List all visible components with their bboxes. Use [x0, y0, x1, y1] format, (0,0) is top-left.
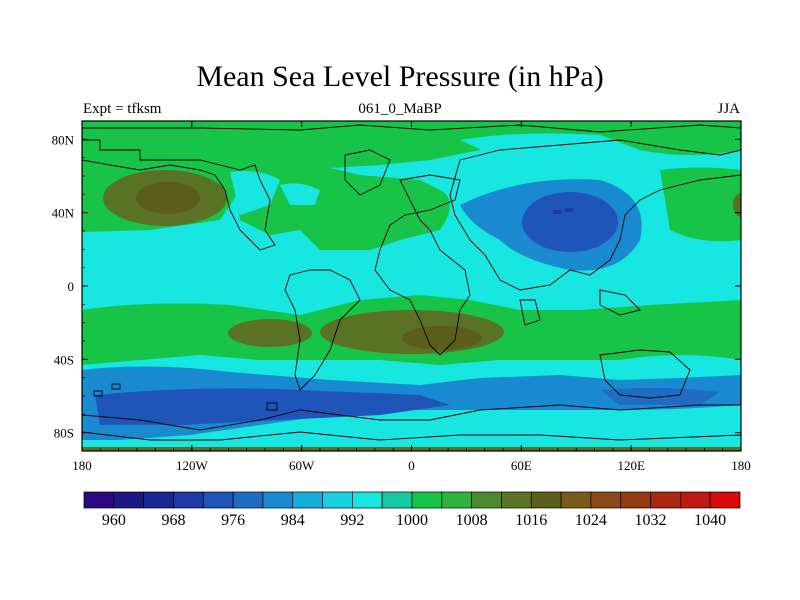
colorbar-swatch — [352, 491, 383, 509]
colorbar-label: 968 — [161, 512, 185, 529]
colorbar-swatch — [680, 491, 711, 509]
field-cyan-namerica — [230, 171, 280, 215]
y-tick-label: 80N — [52, 132, 75, 147]
y-tick-label: 80S — [54, 426, 74, 441]
experiment-label: Expt = tfksm — [83, 101, 162, 117]
x-tick-label: 60W — [289, 458, 315, 473]
colorbar: 960 968 976 984 992 1000 1008 1016 1024 1032 1040 — [83, 491, 741, 529]
field-high-southpacific — [228, 319, 312, 347]
colorbar-label: 992 — [340, 512, 364, 529]
colorbar-label: 1000 — [396, 512, 428, 529]
x-axis: 180 120W 60W 0 60E 120E 180 — [72, 121, 751, 473]
colorbar-swatch — [381, 491, 413, 509]
time-label: 061_0_MaBP — [358, 101, 442, 117]
colorbar-swatch — [709, 491, 741, 509]
field-cyan-samerica — [300, 276, 340, 300]
y-axis: 80N 40N 0 40S 80S — [52, 120, 741, 452]
colorbar-swatch — [113, 491, 144, 509]
pressure-field — [82, 121, 741, 451]
map-title: Mean Sea Level Pressure (in hPa) — [196, 60, 604, 93]
colorbar-swatch — [590, 491, 622, 509]
colorbar-swatch — [620, 491, 651, 509]
colorbar-swatch — [232, 491, 264, 509]
colorbar-swatch — [322, 491, 353, 509]
field-low-southern-core — [95, 388, 450, 425]
colorbar-swatch — [560, 491, 592, 509]
colorbar-label: 984 — [281, 512, 305, 529]
field-high-edge — [733, 193, 741, 217]
field-high-southatlantic-core — [402, 326, 482, 350]
colorbar-label: 960 — [102, 512, 126, 529]
colorbar-swatch — [143, 491, 174, 509]
colorbar-label: 1040 — [694, 512, 726, 529]
y-tick-label: 0 — [68, 279, 75, 294]
coastlines — [82, 124, 741, 441]
colorbar-label: 1016 — [515, 512, 547, 529]
field-green-northpacific — [660, 167, 741, 242]
colorbar-swatch — [292, 491, 323, 509]
x-tick-label: 60E — [511, 458, 532, 473]
x-tick-label: 180 — [731, 458, 751, 473]
field-low-southern-east — [600, 387, 720, 405]
colorbar-swatch — [501, 491, 532, 509]
y-tick-label: 40S — [54, 352, 74, 367]
colorbar-swatch — [530, 491, 562, 509]
field-high-northpacific-core — [136, 182, 200, 214]
colorbar-swatch — [441, 491, 472, 509]
x-tick-label: 120E — [617, 458, 645, 473]
x-tick-label: 180 — [72, 458, 92, 473]
field-green-north — [82, 121, 741, 232]
colorbar-swatch — [83, 491, 115, 509]
colorbar-label: 976 — [221, 512, 245, 529]
field-cyan-arctic — [460, 133, 640, 160]
x-tick-label: 0 — [408, 458, 415, 473]
colorbar-swatch — [202, 491, 234, 509]
colorbar-swatch — [262, 491, 294, 509]
field-low-dot-1 — [553, 210, 561, 214]
colorbar-label: 1008 — [456, 512, 488, 529]
colorbar-label: 1024 — [575, 512, 607, 529]
colorbar-swatch — [650, 491, 681, 509]
y-tick-label: 40N — [52, 206, 75, 221]
colorbar-swatch — [411, 491, 443, 509]
colorbar-swatch — [173, 491, 204, 509]
x-tick-label: 120W — [176, 458, 209, 473]
field-cyan-indian — [500, 283, 560, 305]
colorbar-swatch — [471, 491, 502, 509]
field-low-asia-core — [522, 192, 618, 252]
field-low-dot-2 — [565, 208, 573, 212]
field-green-atlantic — [230, 150, 450, 250]
season-label: JJA — [717, 101, 740, 117]
colorbar-label: 1032 — [635, 512, 667, 529]
field-cyan-atlantic — [280, 183, 320, 205]
